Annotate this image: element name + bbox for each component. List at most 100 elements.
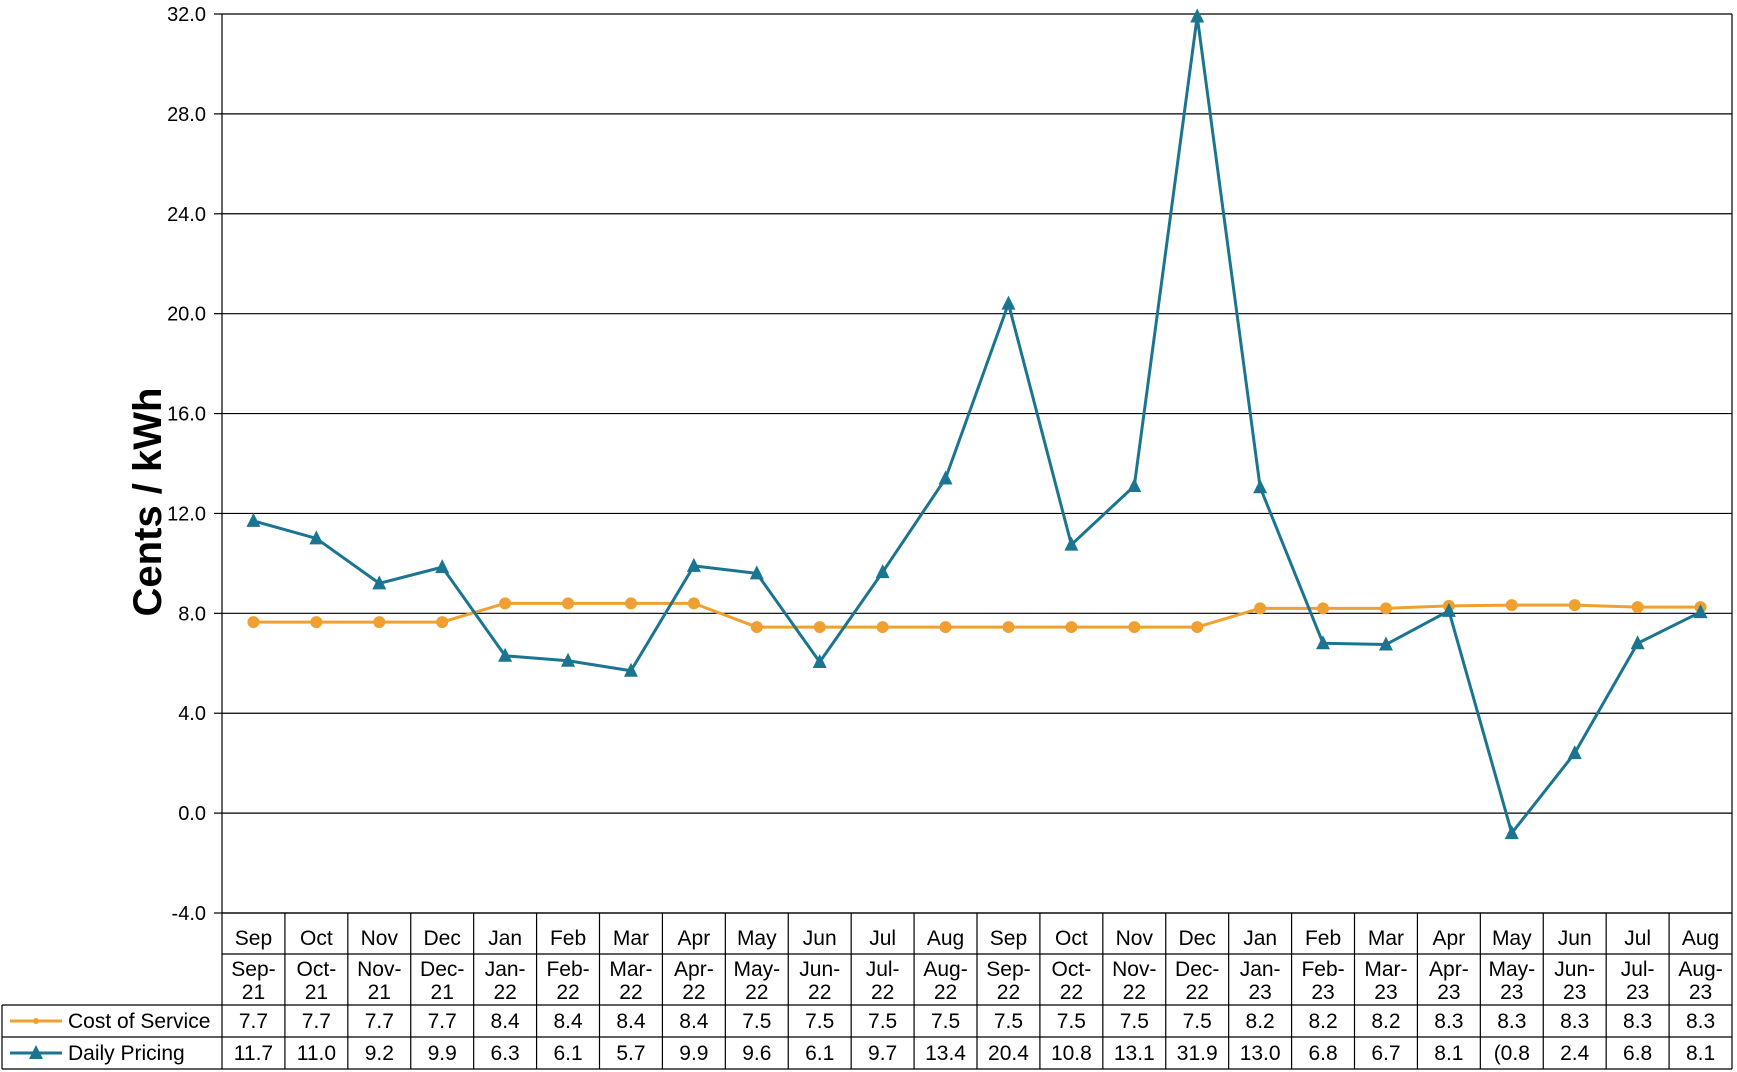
- x-tick-label: Jul: [1624, 927, 1651, 950]
- data-point: [875, 564, 890, 579]
- period-label: 22: [1060, 981, 1083, 1004]
- x-tick-label: Sep: [235, 927, 272, 950]
- period-label: 22: [1186, 981, 1209, 1004]
- period-label: Jan-: [1240, 958, 1281, 981]
- data-point: [938, 470, 953, 485]
- period-label: 22: [1123, 981, 1146, 1004]
- period-label: 22: [808, 981, 831, 1004]
- series-line-daily-pricing: [253, 14, 1702, 835]
- data-point: [1379, 602, 1392, 615]
- legend-marker: [29, 1045, 43, 1059]
- period-label: 21: [242, 981, 265, 1004]
- data-point: [1693, 604, 1708, 619]
- y-tick-label: 28.0: [167, 104, 206, 126]
- data-point: [624, 597, 637, 610]
- data-point: [1191, 621, 1204, 634]
- data-point: [1630, 635, 1645, 650]
- period-label: 21: [431, 981, 454, 1004]
- period-label: 21: [305, 981, 328, 1004]
- data-point: [372, 575, 387, 590]
- data-point: [436, 616, 449, 629]
- table-value: 8.3: [1560, 1010, 1589, 1033]
- data-point: [246, 512, 261, 527]
- table-value: 8.3: [1497, 1010, 1526, 1033]
- table-value: 8.2: [1308, 1010, 1337, 1033]
- data-point: [562, 597, 575, 610]
- table-value: 8.3: [1434, 1010, 1463, 1033]
- table-value: 11.0: [297, 1042, 336, 1065]
- table-value: 8.3: [1686, 1010, 1715, 1033]
- period-label: Oct-: [297, 958, 337, 981]
- period-label: May-: [1488, 958, 1535, 981]
- table-value: 6.7: [1371, 1042, 1400, 1065]
- x-tick-label: Aug: [927, 927, 964, 950]
- table-value: 7.7: [365, 1010, 394, 1033]
- table-value: 7.5: [1120, 1010, 1149, 1033]
- period-label: 22: [934, 981, 957, 1004]
- period-label: 23: [1626, 981, 1649, 1004]
- period-label: 22: [745, 981, 768, 1004]
- table-value: 6.8: [1308, 1042, 1337, 1065]
- table-value: 9.9: [428, 1042, 457, 1065]
- data-point: [310, 616, 323, 629]
- table-value: 9.2: [365, 1042, 394, 1065]
- table-value: 13.4: [925, 1042, 966, 1065]
- data-point: [1378, 636, 1393, 651]
- data-point: [1253, 479, 1268, 494]
- period-label: 23: [1311, 981, 1334, 1004]
- table-value: 13.1: [1114, 1042, 1155, 1065]
- table-value: 7.5: [994, 1010, 1023, 1033]
- y-tick-label: 20.0: [167, 304, 206, 326]
- legend-label: Daily Pricing: [68, 1042, 185, 1065]
- legend-marker: [33, 1018, 39, 1024]
- table-value: 7.7: [428, 1010, 457, 1033]
- period-label: Aug-: [1678, 958, 1722, 981]
- data-point: [750, 621, 763, 634]
- x-tick-label: Mar: [1368, 927, 1404, 950]
- period-label: Mar-: [609, 958, 652, 981]
- table-value: 11.7: [234, 1042, 273, 1065]
- table-value: 5.7: [616, 1042, 645, 1065]
- x-tick-label: Mar: [613, 927, 649, 950]
- x-tick-label: Nov: [361, 927, 399, 950]
- period-label: 23: [1437, 981, 1460, 1004]
- x-tick-label: Nov: [1116, 927, 1154, 950]
- period-label: Jul-: [1621, 958, 1655, 981]
- data-point: [813, 621, 826, 634]
- data-point: [623, 662, 638, 677]
- x-tick-label: Feb: [1305, 927, 1341, 950]
- table-value: 9.7: [868, 1042, 897, 1065]
- y-tick-label: 8.0: [178, 603, 206, 625]
- data-point: [498, 647, 513, 662]
- y-tick-label: 4.0: [178, 703, 206, 725]
- table-value: 13.0: [1240, 1042, 1281, 1065]
- period-label: Sep-: [986, 958, 1030, 981]
- period-label: 21: [368, 981, 391, 1004]
- data-point: [687, 597, 700, 610]
- table-value: 8.1: [1434, 1042, 1463, 1065]
- table-value: 7.5: [931, 1010, 960, 1033]
- period-label: Nov-: [1112, 958, 1156, 981]
- period-label: May-: [733, 958, 780, 981]
- table-value: 9.6: [742, 1042, 771, 1065]
- data-point: [561, 652, 576, 667]
- data-table: Sep Oct Nov Dec Jan Feb Mar Apr May Jun Jul Aug Sep O…: [1, 912, 1733, 1070]
- table-value: 20.4: [988, 1042, 1029, 1065]
- table-value: 6.3: [491, 1042, 520, 1065]
- period-label: Apr-: [674, 958, 714, 981]
- period-label: Feb-: [1301, 958, 1344, 981]
- table-value: 8.3: [1623, 1010, 1652, 1033]
- data-point: [499, 597, 512, 610]
- table-value: 6.1: [805, 1042, 834, 1065]
- data-point: [1064, 536, 1079, 551]
- x-tick-label: Jan: [488, 927, 522, 950]
- data-point: [749, 565, 764, 580]
- period-label: Jan-: [485, 958, 526, 981]
- period-label: 22: [997, 981, 1020, 1004]
- period-label: 22: [493, 981, 516, 1004]
- y-tick-label: 12.0: [167, 503, 206, 525]
- table-value: 7.7: [302, 1010, 331, 1033]
- x-tick-label: May: [737, 927, 777, 950]
- y-tick-label: 16.0: [167, 404, 206, 426]
- table-value: (0.8: [1494, 1042, 1530, 1065]
